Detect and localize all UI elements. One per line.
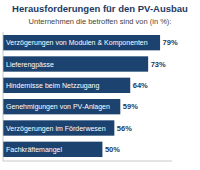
data-label: 50% (105, 145, 120, 154)
labels: Verzögerungen von Modulen & Komponenten 7… (6, 38, 178, 154)
bar (3, 35, 160, 50)
title: Herausforderungen für den PV-Ausbau (12, 3, 188, 14)
x-axis-line (3, 161, 172, 162)
data-label: 64% (133, 81, 148, 90)
category-label: Hindernisse beim Netzzugang (6, 82, 99, 90)
category-label: Lieferengpässe (6, 61, 54, 69)
category-label: Verzögerungen im Förderwesen (6, 125, 106, 133)
y-axis-line (3, 32, 4, 161)
chart: Herausforderungen für den PV-Ausbau Unter… (0, 0, 200, 170)
category-label: Fachkräftemangel (6, 146, 62, 154)
data-label: 56% (117, 124, 132, 133)
bars (3, 35, 160, 157)
data-label: 59% (123, 102, 138, 111)
bar (3, 78, 130, 93)
category-label: Genehmigungen von PV-Anlagen (6, 103, 110, 111)
data-label: 73% (151, 60, 166, 69)
bar (3, 142, 102, 157)
bar (3, 56, 148, 71)
subtitle: Unternehmen die betroffen sind von (in %… (29, 17, 172, 26)
bar (3, 120, 114, 135)
data-label: 79% (163, 38, 178, 47)
bar (3, 99, 120, 114)
category-label: Verzögerungen von Modulen & Komponenten (6, 39, 148, 47)
